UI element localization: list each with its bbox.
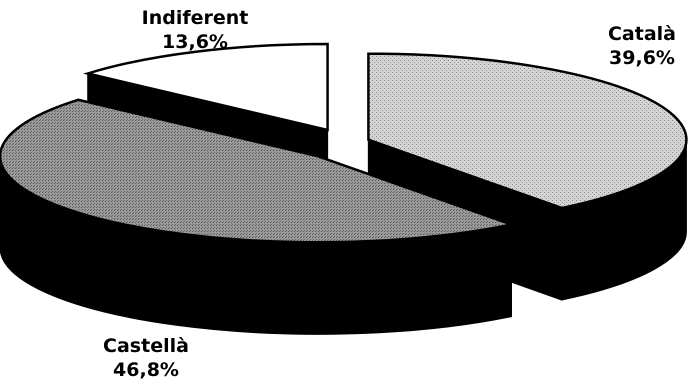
slice-label-catala-value: 39,6% [609,47,675,69]
pie-slice-top-indiferent [82,42,329,132]
slice-label-catala: Català 39,6% [592,22,692,70]
slice-label-indiferent-name: Indiferent [141,7,249,29]
slice-label-castella-name: Castellà [103,335,189,357]
slice-label-indiferent-value: 13,6% [162,31,228,53]
pie-slice-top-castell [0,98,517,244]
slice-label-castella-value: 46,8% [113,359,179,381]
slice-label-catala-name: Català [607,23,676,45]
slice-label-indiferent: Indiferent 13,6% [120,6,270,54]
pie-slice-top-catal [367,52,688,210]
slice-label-castella: Castellà 46,8% [86,334,206,382]
pie-slice-castell [0,98,517,335]
